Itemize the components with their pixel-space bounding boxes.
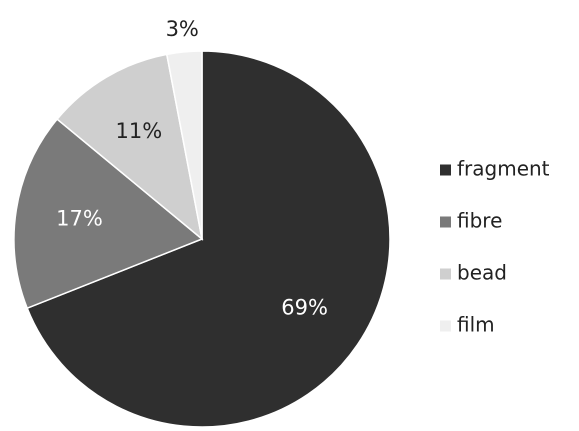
legend-swatch-fibre — [440, 216, 451, 228]
legend-swatch-bead — [440, 268, 451, 280]
pie-slice-film — [165, 50, 203, 240]
data-label-film: 3% — [166, 17, 199, 41]
data-label-fibre: 17% — [56, 207, 103, 231]
data-label-fragment: 69% — [281, 296, 328, 320]
legend-label-bead: bead — [457, 261, 507, 285]
legend-swatch-film — [440, 320, 451, 332]
legend-label-fibre: fibre — [457, 209, 502, 233]
pie-slice-fragment — [26, 50, 391, 428]
pie-slice-fibre — [13, 118, 204, 310]
legend-swatch-fragment — [440, 164, 451, 176]
legend-label-film: film — [457, 313, 495, 337]
pie-slice-bead — [56, 53, 204, 241]
legend-label-fragment: fragment — [457, 157, 550, 181]
data-label-bead: 11% — [115, 119, 162, 143]
pie-data-labels: 69% 17% 11% 3% — [56, 17, 328, 320]
legend: fragment fibre bead film — [440, 157, 550, 337]
pie-slices — [13, 50, 391, 428]
